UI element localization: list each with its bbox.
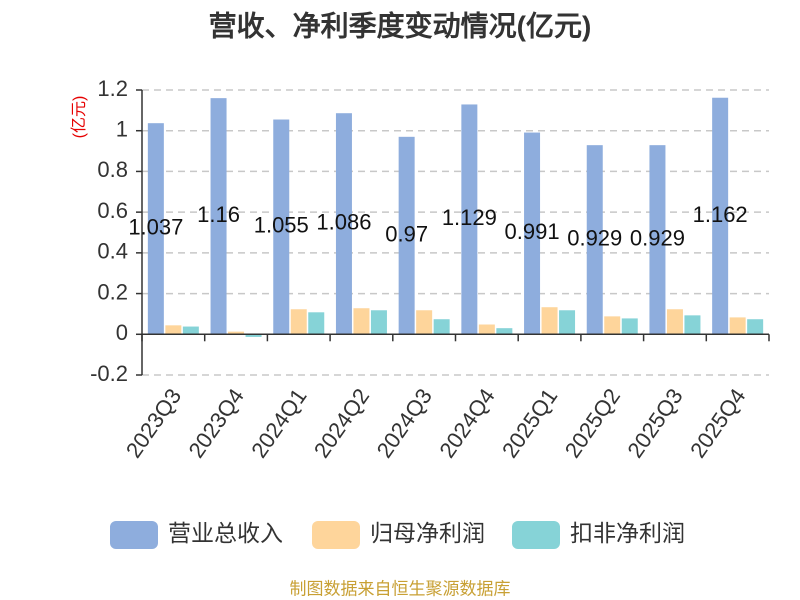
source-note: 制图数据来自恒生聚源数据库 — [290, 579, 511, 598]
legend-item-deducted-net-profit[interactable]: 扣非净利润 — [512, 520, 685, 549]
bar-s0-2024q3[interactable] — [398, 136, 415, 335]
bar-s2-2024q4[interactable] — [496, 328, 513, 335]
bar-s1-2023q3[interactable] — [165, 325, 182, 335]
y-tick-label: 0.8 — [97, 157, 128, 182]
x-tick-label: 2025Q2 — [560, 384, 625, 462]
chart-title: 营收、净利季度变动情况(亿元) — [209, 9, 592, 41]
bar-s1-2025q2[interactable] — [604, 316, 621, 335]
y-tick-label: 0.4 — [97, 239, 128, 264]
x-tick-label: 2024Q1 — [246, 384, 311, 462]
x-tick-label: 2023Q3 — [121, 384, 186, 462]
y-axis-unit-label: (亿元) — [70, 96, 88, 139]
legend-label-deducted-net-profit: 扣非净利润 — [570, 520, 685, 546]
data-label: 0.929 — [630, 226, 685, 251]
x-tick-label: 2025Q1 — [497, 384, 562, 462]
data-label: 0.991 — [505, 219, 560, 244]
x-tick-label: 2025Q3 — [622, 384, 687, 462]
data-label: 1.086 — [316, 210, 371, 235]
data-label: 1.129 — [442, 205, 497, 230]
bar-s2-2024q2[interactable] — [370, 310, 387, 335]
bar-s1-2024q4[interactable] — [478, 324, 495, 335]
bar-s0-2025q3[interactable] — [649, 145, 666, 335]
bar-s2-2025q3[interactable] — [684, 315, 701, 335]
y-tick-label: -0.2 — [90, 361, 128, 386]
bar-s1-2024q1[interactable] — [290, 309, 307, 335]
bar-s0-2025q2[interactable] — [586, 145, 603, 335]
bars — [147, 97, 764, 337]
data-label: 0.929 — [567, 226, 622, 251]
bar-s2-2025q2[interactable] — [621, 318, 638, 335]
y-tick-label: 0.6 — [97, 198, 128, 223]
bar-s1-2025q1[interactable] — [541, 307, 558, 335]
y-tick-label: 1.2 — [97, 76, 128, 101]
y-tick-label: 0.2 — [97, 279, 128, 304]
bar-s0-2025q1[interactable] — [524, 132, 541, 335]
x-tick-label: 2024Q4 — [434, 384, 499, 462]
bar-s1-2023q4[interactable] — [228, 331, 245, 335]
y-tick-label: 1 — [116, 117, 128, 142]
legend-item-net-profit[interactable]: 归母净利润 — [312, 520, 485, 549]
axes — [136, 89, 770, 376]
legend-swatch-revenue — [110, 521, 158, 549]
data-label: 1.162 — [693, 202, 748, 227]
bar-s2-2024q1[interactable] — [308, 312, 325, 335]
bar-s1-2025q4[interactable] — [729, 317, 746, 335]
legend-item-revenue[interactable]: 营业总收入 — [110, 520, 283, 549]
bar-s2-2025q4[interactable] — [747, 319, 764, 335]
bar-s1-2025q3[interactable] — [666, 309, 683, 335]
data-label: 1.16 — [197, 202, 240, 227]
data-label: 1.037 — [128, 215, 183, 240]
y-tick-label: 0 — [116, 320, 128, 345]
legend-swatch-net-profit — [312, 521, 360, 549]
bar-s2-2023q4[interactable] — [245, 334, 262, 337]
legend-label-net-profit: 归母净利润 — [370, 520, 485, 546]
x-tick-label: 2025Q4 — [685, 384, 750, 462]
bar-s2-2024q3[interactable] — [433, 319, 450, 335]
legend: 营业总收入 归母净利润 扣非净利润 — [110, 520, 685, 549]
legend-swatch-deducted-net-profit — [512, 521, 560, 549]
bar-s0-2025q4[interactable] — [712, 97, 729, 335]
bar-s0-2024q1[interactable] — [273, 119, 290, 335]
bar-s0-2023q3[interactable] — [147, 123, 164, 335]
x-tick-label: 2024Q3 — [372, 384, 437, 462]
x-tick-label: 2023Q4 — [184, 384, 249, 462]
data-label: 1.055 — [254, 213, 309, 238]
x-tick-label: 2024Q2 — [309, 384, 374, 462]
bar-s2-2025q1[interactable] — [559, 310, 576, 335]
data-label: 0.97 — [385, 221, 428, 246]
bar-s0-2024q4[interactable] — [461, 104, 478, 335]
bar-s1-2024q3[interactable] — [416, 310, 433, 335]
bar-s2-2023q3[interactable] — [182, 326, 199, 335]
legend-label-revenue: 营业总收入 — [168, 520, 283, 546]
bar-s0-2023q4[interactable] — [210, 98, 227, 335]
bar-s0-2024q2[interactable] — [335, 113, 352, 335]
bar-s1-2024q2[interactable] — [353, 308, 370, 335]
